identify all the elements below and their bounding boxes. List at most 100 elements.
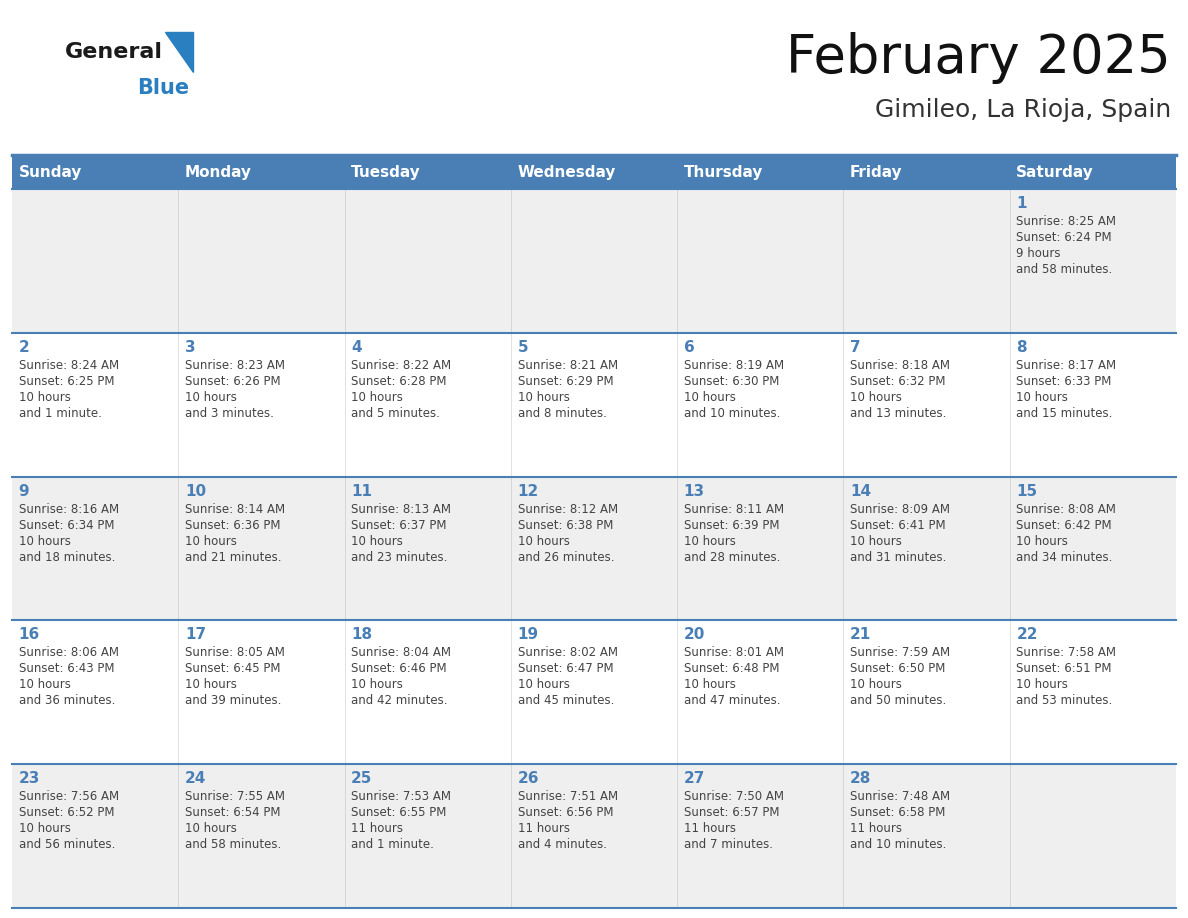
- Text: Sunrise: 8:18 AM: Sunrise: 8:18 AM: [851, 359, 950, 372]
- Text: 10 hours: 10 hours: [185, 534, 236, 548]
- Text: 7: 7: [851, 340, 860, 354]
- Text: 10 hours: 10 hours: [1017, 391, 1068, 404]
- Text: 10 hours: 10 hours: [185, 391, 236, 404]
- Text: Sunday: Sunday: [19, 164, 82, 180]
- Text: 5: 5: [518, 340, 529, 354]
- Text: Sunset: 6:39 PM: Sunset: 6:39 PM: [684, 519, 779, 532]
- Text: 10 hours: 10 hours: [684, 534, 735, 548]
- Text: Sunrise: 8:23 AM: Sunrise: 8:23 AM: [185, 359, 285, 372]
- Text: 10 hours: 10 hours: [185, 823, 236, 835]
- Text: 10 hours: 10 hours: [1017, 534, 1068, 548]
- Text: and 31 minutes.: and 31 minutes.: [851, 551, 947, 564]
- Text: and 10 minutes.: and 10 minutes.: [684, 407, 781, 420]
- Text: Sunset: 6:51 PM: Sunset: 6:51 PM: [1017, 663, 1112, 676]
- Text: 10 hours: 10 hours: [352, 391, 403, 404]
- Text: 24: 24: [185, 771, 207, 786]
- Text: Sunset: 6:56 PM: Sunset: 6:56 PM: [518, 806, 613, 819]
- Text: Blue: Blue: [137, 78, 189, 98]
- Text: Sunrise: 8:09 AM: Sunrise: 8:09 AM: [851, 502, 950, 516]
- Text: 10: 10: [185, 484, 206, 498]
- Text: Sunset: 6:46 PM: Sunset: 6:46 PM: [352, 663, 447, 676]
- Text: and 5 minutes.: and 5 minutes.: [352, 407, 440, 420]
- Text: Sunset: 6:38 PM: Sunset: 6:38 PM: [518, 519, 613, 532]
- Text: Sunset: 6:47 PM: Sunset: 6:47 PM: [518, 663, 613, 676]
- Text: 10 hours: 10 hours: [185, 678, 236, 691]
- Text: Tuesday: Tuesday: [352, 164, 421, 180]
- Text: Saturday: Saturday: [1017, 164, 1094, 180]
- Text: Sunrise: 8:25 AM: Sunrise: 8:25 AM: [1017, 215, 1117, 228]
- Text: 26: 26: [518, 771, 539, 786]
- Text: Sunset: 6:55 PM: Sunset: 6:55 PM: [352, 806, 447, 819]
- Text: 10 hours: 10 hours: [684, 391, 735, 404]
- Text: 10 hours: 10 hours: [19, 534, 70, 548]
- Text: and 47 minutes.: and 47 minutes.: [684, 694, 781, 708]
- Text: and 58 minutes.: and 58 minutes.: [185, 838, 282, 851]
- Text: Sunrise: 7:48 AM: Sunrise: 7:48 AM: [851, 790, 950, 803]
- Text: Friday: Friday: [851, 164, 903, 180]
- Text: 10 hours: 10 hours: [19, 823, 70, 835]
- Text: 10 hours: 10 hours: [851, 391, 902, 404]
- Text: Sunset: 6:43 PM: Sunset: 6:43 PM: [19, 663, 114, 676]
- Text: 14: 14: [851, 484, 871, 498]
- Text: and 53 minutes.: and 53 minutes.: [1017, 694, 1113, 708]
- Text: Sunset: 6:30 PM: Sunset: 6:30 PM: [684, 375, 779, 387]
- Text: 27: 27: [684, 771, 706, 786]
- Text: Sunrise: 7:50 AM: Sunrise: 7:50 AM: [684, 790, 784, 803]
- Text: and 7 minutes.: and 7 minutes.: [684, 838, 773, 851]
- Text: 10 hours: 10 hours: [518, 678, 569, 691]
- Text: 23: 23: [19, 771, 40, 786]
- Bar: [12, 333, 1176, 476]
- Bar: [12, 476, 1176, 621]
- Text: Sunrise: 8:13 AM: Sunrise: 8:13 AM: [352, 502, 451, 516]
- Text: Sunrise: 8:02 AM: Sunrise: 8:02 AM: [518, 646, 618, 659]
- Bar: [12, 155, 1176, 189]
- Text: Sunset: 6:58 PM: Sunset: 6:58 PM: [851, 806, 946, 819]
- Text: Sunrise: 8:11 AM: Sunrise: 8:11 AM: [684, 502, 784, 516]
- Text: and 36 minutes.: and 36 minutes.: [19, 694, 115, 708]
- Text: 10 hours: 10 hours: [19, 391, 70, 404]
- Text: and 28 minutes.: and 28 minutes.: [684, 551, 781, 564]
- Text: February 2025: February 2025: [786, 32, 1171, 84]
- Text: 10 hours: 10 hours: [518, 534, 569, 548]
- Text: Sunset: 6:32 PM: Sunset: 6:32 PM: [851, 375, 946, 387]
- Text: 10 hours: 10 hours: [352, 534, 403, 548]
- Text: Sunset: 6:36 PM: Sunset: 6:36 PM: [185, 519, 280, 532]
- Text: General: General: [65, 42, 163, 62]
- Text: 9: 9: [19, 484, 30, 498]
- Text: Sunrise: 8:17 AM: Sunrise: 8:17 AM: [1017, 359, 1117, 372]
- Text: 2: 2: [19, 340, 30, 354]
- Text: Sunset: 6:41 PM: Sunset: 6:41 PM: [851, 519, 946, 532]
- Text: Sunrise: 7:53 AM: Sunrise: 7:53 AM: [352, 790, 451, 803]
- Text: 1: 1: [1017, 196, 1026, 211]
- Text: and 10 minutes.: and 10 minutes.: [851, 838, 947, 851]
- Text: and 50 minutes.: and 50 minutes.: [851, 694, 947, 708]
- Text: and 45 minutes.: and 45 minutes.: [518, 694, 614, 708]
- Text: 10 hours: 10 hours: [518, 391, 569, 404]
- Text: 20: 20: [684, 627, 706, 643]
- Text: and 34 minutes.: and 34 minutes.: [1017, 551, 1113, 564]
- Text: 4: 4: [352, 340, 362, 354]
- Text: and 4 minutes.: and 4 minutes.: [518, 838, 607, 851]
- Text: and 58 minutes.: and 58 minutes.: [1017, 263, 1113, 276]
- Text: Sunset: 6:52 PM: Sunset: 6:52 PM: [19, 806, 114, 819]
- Text: Sunrise: 8:08 AM: Sunrise: 8:08 AM: [1017, 502, 1117, 516]
- Text: and 18 minutes.: and 18 minutes.: [19, 551, 115, 564]
- Text: and 21 minutes.: and 21 minutes.: [185, 551, 282, 564]
- Bar: [12, 621, 1176, 764]
- Text: 11 hours: 11 hours: [684, 823, 735, 835]
- Text: Sunset: 6:57 PM: Sunset: 6:57 PM: [684, 806, 779, 819]
- Text: 11 hours: 11 hours: [851, 823, 902, 835]
- Text: Monday: Monday: [185, 164, 252, 180]
- Text: 21: 21: [851, 627, 871, 643]
- Text: and 39 minutes.: and 39 minutes.: [185, 694, 282, 708]
- Text: and 3 minutes.: and 3 minutes.: [185, 407, 273, 420]
- Text: 6: 6: [684, 340, 695, 354]
- Text: Sunset: 6:37 PM: Sunset: 6:37 PM: [352, 519, 447, 532]
- Text: Sunrise: 8:01 AM: Sunrise: 8:01 AM: [684, 646, 784, 659]
- Text: 16: 16: [19, 627, 40, 643]
- Text: 9 hours: 9 hours: [1017, 247, 1061, 260]
- Text: and 1 minute.: and 1 minute.: [19, 407, 101, 420]
- Text: Sunrise: 7:58 AM: Sunrise: 7:58 AM: [1017, 646, 1117, 659]
- Text: Gimileo, La Rioja, Spain: Gimileo, La Rioja, Spain: [874, 98, 1171, 122]
- Text: 22: 22: [1017, 627, 1038, 643]
